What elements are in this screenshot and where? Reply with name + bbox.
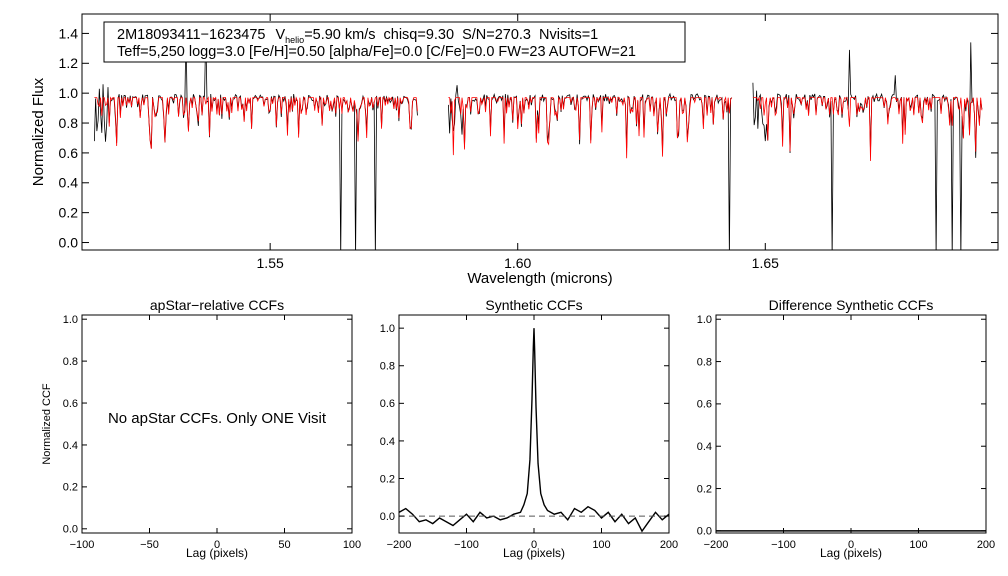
- x-tick-label: 1.55: [257, 255, 284, 271]
- y-tick-label: 0.4: [697, 441, 712, 453]
- synthetic-ccf-frame: [398, 314, 670, 534]
- y-tick-label: 0.4: [380, 436, 395, 448]
- apstar-ccf-panel: −100 −50 0 50 100 0.0 0.2 0.4 0.6 0.8 1.0 apStar−r…: [41, 297, 361, 560]
- x-tick-label: 0: [531, 539, 537, 551]
- y-tick-label: 0.2: [63, 482, 78, 494]
- x-tick-label: 100: [343, 539, 361, 551]
- synthetic-spectrum-series: [94, 96, 983, 161]
- velocity-label: V: [276, 27, 286, 43]
- no-ccf-message: No apStar CCFs. Only ONE Visit: [108, 410, 327, 427]
- star-id: 2M18093411−1623475: [117, 27, 266, 43]
- apstar-ccf-frame: [81, 314, 353, 534]
- velocity-value: =5.90 km/s: [304, 27, 375, 43]
- y-tick-label: 1.2: [59, 55, 79, 71]
- y-tick-label: 0.8: [63, 356, 78, 368]
- x-tick-label: −100: [454, 539, 479, 551]
- synthetic-spectrum-segment-1: [94, 96, 418, 149]
- x-tick-label: 0: [214, 539, 220, 551]
- spectrum-y-label: Normalized Flux: [30, 77, 47, 186]
- y-tick-label: 0.6: [63, 398, 78, 410]
- x-tick-label: −200: [704, 539, 729, 551]
- y-tick-label: 0.8: [59, 115, 79, 131]
- y-tick-label: 0.6: [380, 398, 395, 410]
- spectrum-info-box: [103, 21, 686, 63]
- synthetic-ccf-panel: −200 −100 0 100 200 0.0 0.2 0.4 0.6 0.8 1.0 Synthe…: [380, 297, 678, 560]
- difference-ccf-x-label: Lag (pixels): [820, 546, 882, 560]
- y-tick-label: 1.0: [697, 314, 712, 326]
- spectrum-panel: 1.55 1.60 1.65 0.0 0.2 0.4 0.6 0.8 1.0 1.2 1.4 2M1…: [30, 13, 999, 287]
- spectrum-x-label: Wavelength (microns): [467, 270, 612, 287]
- info-line-1: 2M18093411−1623475 Vhelio=5.90 km/s chisq=…: [117, 27, 598, 45]
- observed-spectrum-series: [93, 30, 983, 250]
- apstar-ccf-x-label: Lag (pixels): [186, 546, 248, 560]
- x-tick-label: 1.60: [504, 255, 531, 271]
- y-tick-label: 0.0: [697, 526, 712, 538]
- x-tick-label: 50: [278, 539, 290, 551]
- velocity-subscript: helio: [285, 35, 304, 45]
- x-tick-label: 200: [660, 539, 678, 551]
- y-tick-label: 0.0: [59, 234, 79, 250]
- difference-ccf-panel: −200 −100 0 100 200 0.0 0.2 0.4 0.6 0.8 1.0 Differ…: [697, 297, 995, 560]
- y-tick-label: 0.0: [63, 524, 78, 536]
- snr-value: S/N=270.3: [462, 27, 531, 43]
- x-tick-label: 100: [909, 539, 927, 551]
- x-tick-label: 200: [977, 539, 995, 551]
- y-tick-label: 0.4: [59, 175, 79, 191]
- y-tick-label: 0.6: [697, 399, 712, 411]
- y-tick-label: 0.6: [59, 145, 79, 161]
- y-tick-label: 0.0: [380, 511, 395, 523]
- synthetic-ccf-x-label: Lag (pixels): [503, 546, 565, 560]
- x-tick-label: −50: [140, 539, 159, 551]
- synthetic-spectrum-segment-3: [752, 96, 983, 161]
- x-tick-label: 0: [848, 539, 854, 551]
- observed-spectrum-segment-3: [752, 42, 983, 250]
- nvisits-value: Nvisits=1: [539, 27, 598, 43]
- x-tick-label: −100: [771, 539, 796, 551]
- synthetic-ccfs-ccf-line: [399, 328, 669, 533]
- x-tick-label: 100: [592, 539, 610, 551]
- y-tick-label: 1.4: [59, 25, 79, 41]
- spectrum-plot-frame: [81, 13, 999, 251]
- x-tick-label: 1.65: [752, 255, 779, 271]
- synthetic-spectrum-segment-2: [448, 96, 733, 159]
- stellar-params: Teff=5,250 logg=3.0 [Fe/H]=0.50 [alpha/F…: [117, 44, 636, 60]
- y-tick-label: 1.0: [59, 85, 79, 101]
- chisq-value: chisq=9.30: [384, 27, 455, 43]
- y-tick-label: 0.2: [380, 473, 395, 485]
- synthetic-ccf-title: Synthetic CCFs: [485, 297, 582, 313]
- y-tick-label: 0.2: [697, 483, 712, 495]
- difference-ccf-frame: [715, 314, 987, 534]
- x-tick-label: −100: [70, 539, 95, 551]
- difference-ccf-title: Difference Synthetic CCFs: [769, 297, 934, 313]
- y-tick-label: 1.0: [63, 314, 78, 326]
- x-tick-label: −200: [387, 539, 412, 551]
- observed-spectrum-segment-1: [93, 30, 418, 250]
- y-tick-label: 0.8: [380, 361, 395, 373]
- apstar-ccf-title: apStar−relative CCFs: [150, 297, 284, 313]
- y-tick-label: 0.8: [697, 356, 712, 368]
- apstar-ccf-y-label: Normalized CCF: [41, 383, 53, 465]
- y-tick-label: 0.2: [59, 205, 79, 221]
- y-tick-label: 1.0: [380, 323, 395, 335]
- y-tick-label: 0.4: [63, 440, 78, 452]
